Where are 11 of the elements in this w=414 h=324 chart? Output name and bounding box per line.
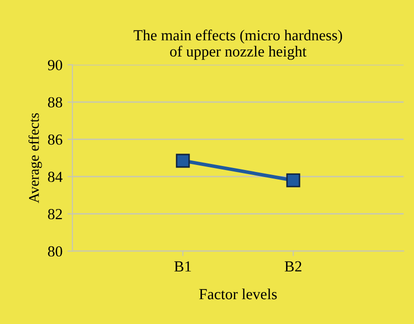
x-tick-label: B1: [174, 261, 191, 272]
x-tick-label: B2: [284, 261, 302, 272]
y-tick-label: 84: [48, 172, 62, 182]
y-axis-title: Average effects: [28, 113, 42, 204]
y-tick-label: 90: [48, 60, 62, 70]
x-axis-title: Factor levels: [199, 288, 277, 300]
chart-title: The main effects (micro hardness) of upper nozzle height: [134, 30, 342, 60]
y-tick-label: 88: [48, 97, 62, 108]
y-tick-label: 80: [48, 246, 62, 257]
y-tick-label: 82: [48, 208, 62, 220]
y-tick-label: 86: [48, 134, 62, 145]
